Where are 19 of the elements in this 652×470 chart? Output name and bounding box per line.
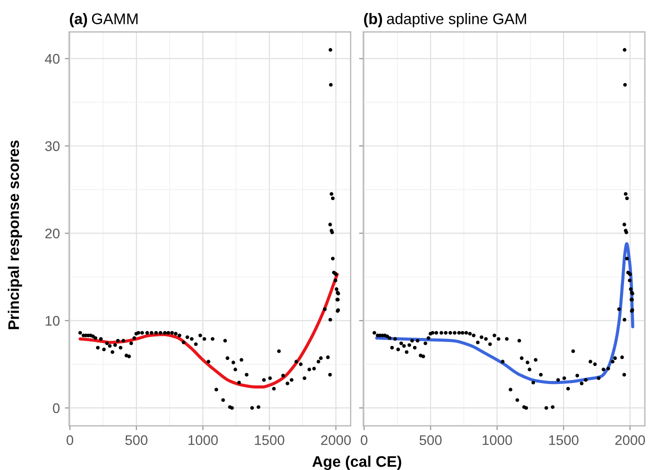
y-axis-title: Principal response scores bbox=[8, 140, 22, 330]
y-tick-label: 20 bbox=[45, 228, 60, 238]
y-tick-label: 10 bbox=[46, 316, 60, 326]
x-tick-label: 1000 bbox=[188, 435, 218, 446]
x-tick-label: 2000 bbox=[321, 435, 351, 446]
x-tick-label: 2000 bbox=[615, 435, 645, 446]
y-tick-label: 30 bbox=[45, 141, 60, 152]
chart-title: (b) adaptive spline GAM bbox=[364, 12, 526, 28]
x-axis-title: Age (cal CE) bbox=[312, 456, 402, 470]
x-tick-label: 1500 bbox=[549, 435, 578, 446]
x-tick-label: 0 bbox=[66, 435, 74, 446]
y-tick-label: 0 bbox=[52, 403, 60, 414]
x-tick-label: 1000 bbox=[482, 435, 512, 446]
x-tick-label: 0 bbox=[360, 435, 368, 446]
chart-title: (a) GAMM bbox=[70, 12, 138, 28]
x-tick-label: 500 bbox=[420, 435, 442, 446]
x-tick-label: 1500 bbox=[254, 435, 284, 446]
x-tick-label: 500 bbox=[125, 435, 148, 446]
y-tick-label: 40 bbox=[44, 54, 60, 64]
